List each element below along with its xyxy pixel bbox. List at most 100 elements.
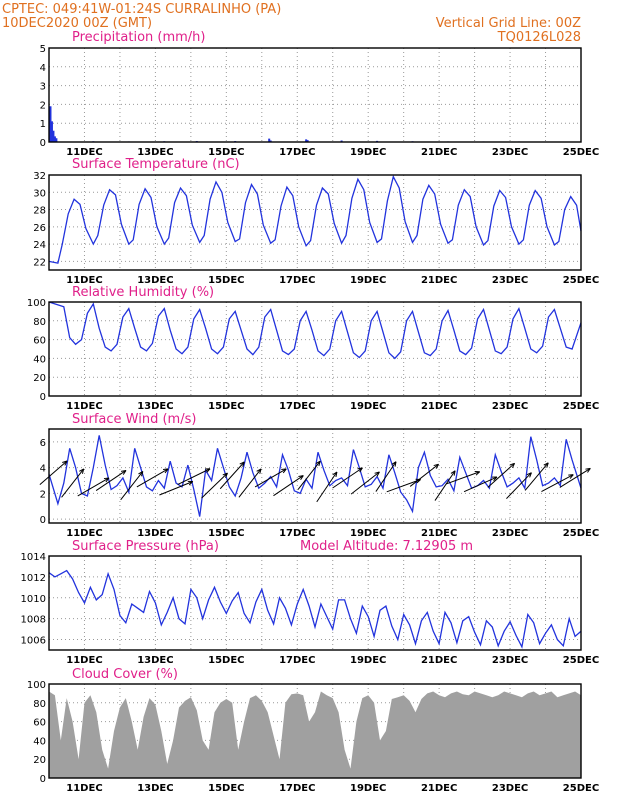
wind-arrow-head bbox=[164, 468, 169, 474]
wind-arrow-shaft bbox=[409, 463, 439, 487]
x-tick-label: 23DEC bbox=[492, 275, 528, 286]
y-tick-label: 1010 bbox=[21, 594, 46, 605]
precip-bar bbox=[306, 140, 309, 142]
wind-arrow-shaft bbox=[159, 481, 193, 496]
y-tick-label: 20 bbox=[33, 373, 46, 384]
x-tick-label: 23DEC bbox=[492, 147, 528, 158]
wind-arrow bbox=[177, 468, 211, 485]
wind-arrow-head bbox=[242, 461, 245, 467]
wind-arrow bbox=[445, 471, 481, 485]
x-tick-label: 19DEC bbox=[350, 147, 386, 158]
wind-arrow-head bbox=[188, 481, 194, 486]
wind-arrow-shaft bbox=[524, 462, 549, 491]
precip-bar bbox=[49, 106, 52, 142]
precipitation-plot: 0 1 2 3 4 5 11DEC 13DEC 15DEC 17DEC 19DEC 21DEC 23DE… bbox=[40, 44, 600, 158]
precip-bar bbox=[340, 140, 343, 142]
wind-arrow-head bbox=[64, 460, 68, 466]
x-tick-label: 25DEC bbox=[563, 655, 599, 666]
wind-arrow bbox=[77, 477, 110, 497]
precip-bar bbox=[269, 140, 272, 142]
humidity-panel: Relative Humidity (%) 0 20 40 60 80 100 11DEC 1… bbox=[27, 285, 599, 412]
y-tick-label: 100 bbox=[27, 298, 46, 309]
y-tick-label: 2 bbox=[40, 100, 46, 111]
wind-arrow bbox=[506, 472, 532, 499]
wind-plot: 0 2 4 6 11DEC 13DEC 15DEC 17DEC 19DEC 21DEC 23DEC 2… bbox=[39, 428, 599, 539]
wind-arrow bbox=[61, 468, 85, 498]
x-tick-label: 25DEC bbox=[563, 275, 599, 286]
wind-arrow bbox=[39, 460, 68, 485]
x-tick-label: 19DEC bbox=[350, 783, 386, 794]
wind-arrow bbox=[350, 471, 380, 495]
wind-arrow-head bbox=[357, 467, 363, 470]
wind-arrow-head bbox=[225, 472, 228, 478]
y-tick-label: 2 bbox=[40, 489, 46, 500]
wind-arrow-head bbox=[298, 475, 304, 478]
wind-arrow-shaft bbox=[39, 460, 68, 485]
y-tick-label: 32 bbox=[33, 171, 46, 182]
x-tick-label: 19DEC bbox=[350, 275, 386, 286]
wind-arrow bbox=[297, 460, 321, 490]
wind-arrow bbox=[159, 480, 194, 496]
y-tick-label: 0 bbox=[40, 774, 46, 785]
precip-bar bbox=[55, 138, 58, 142]
wind-arrow bbox=[487, 462, 516, 488]
y-tick-label: 80 bbox=[33, 317, 46, 328]
x-tick-label: 17DEC bbox=[279, 783, 315, 794]
wind-arrow bbox=[409, 463, 439, 487]
x-tick-label: 11DEC bbox=[66, 655, 102, 666]
x-tick-label: 21DEC bbox=[421, 655, 457, 666]
wind-panel: Surface Wind (m/s) 0 2 4 6 11DEC 13DEC 15DEC 17… bbox=[39, 412, 599, 539]
wind-arrow-head bbox=[222, 472, 228, 476]
x-tick-label: 11DEC bbox=[66, 147, 102, 158]
wind-arrow-head bbox=[585, 467, 591, 470]
temperature-title: Surface Temperature (nC) bbox=[72, 157, 240, 172]
x-tick-label: 11DEC bbox=[66, 783, 102, 794]
y-tick-label: 1008 bbox=[21, 615, 46, 626]
wind-arrow-head bbox=[475, 471, 481, 476]
precip-bar bbox=[268, 138, 271, 142]
x-tick-label: 17DEC bbox=[279, 147, 315, 158]
y-tick-label: 1006 bbox=[21, 636, 46, 647]
wind-series-line bbox=[48, 435, 582, 517]
wind-arrow-head bbox=[122, 470, 127, 475]
pressure-series-line bbox=[48, 569, 582, 649]
pressure-plot: 1006 1008 1010 1012 1014 11DEC 13DEC 15DEC 17DEC… bbox=[21, 552, 600, 666]
wind-arrow-head bbox=[318, 461, 321, 467]
precip-bar bbox=[52, 130, 55, 142]
x-tick-label: 15DEC bbox=[208, 783, 244, 794]
wind-arrow-head bbox=[587, 468, 591, 473]
x-tick-label: 19DEC bbox=[350, 655, 386, 666]
wind-arrow-head bbox=[450, 470, 456, 474]
precipitation-title: Precipitation (mm/h) bbox=[72, 30, 205, 45]
y-tick-label: 0 bbox=[40, 392, 46, 403]
wind-arrow-head bbox=[543, 462, 549, 466]
x-tick-label: 11DEC bbox=[66, 275, 102, 286]
y-tick-label: 100 bbox=[27, 680, 46, 691]
x-tick-label: 19DEC bbox=[350, 401, 386, 412]
y-tick-label: 60 bbox=[33, 336, 46, 347]
precip-bar bbox=[50, 121, 53, 142]
wind-arrow-head bbox=[374, 471, 380, 474]
y-tick-label: 4 bbox=[40, 464, 46, 475]
x-tick-label: 15DEC bbox=[208, 401, 244, 412]
x-tick-label: 13DEC bbox=[137, 147, 173, 158]
wind-arrow-shaft bbox=[254, 468, 287, 488]
wind-arrow-head bbox=[239, 461, 245, 465]
wind-arrow bbox=[434, 470, 456, 501]
wind-arrow-shaft bbox=[541, 474, 574, 492]
wind-arrow-shaft bbox=[559, 467, 591, 488]
wind-arrow-head bbox=[79, 468, 84, 472]
wind-arrow-head bbox=[493, 476, 498, 482]
wind-arrow-head bbox=[81, 468, 85, 474]
y-tick-label: 1012 bbox=[21, 573, 46, 584]
y-tick-label: 40 bbox=[33, 736, 46, 747]
wind-arrow-shaft bbox=[434, 470, 456, 501]
cloud-cover-frame bbox=[48, 683, 582, 779]
model-altitude-note: Model Altitude: 7.12905 m bbox=[300, 539, 473, 554]
wind-arrow bbox=[136, 468, 169, 488]
x-tick-label: 13DEC bbox=[137, 783, 173, 794]
wind-arrow-head bbox=[512, 463, 516, 469]
wind-arrow bbox=[463, 476, 498, 493]
x-tick-label: 17DEC bbox=[279, 655, 315, 666]
